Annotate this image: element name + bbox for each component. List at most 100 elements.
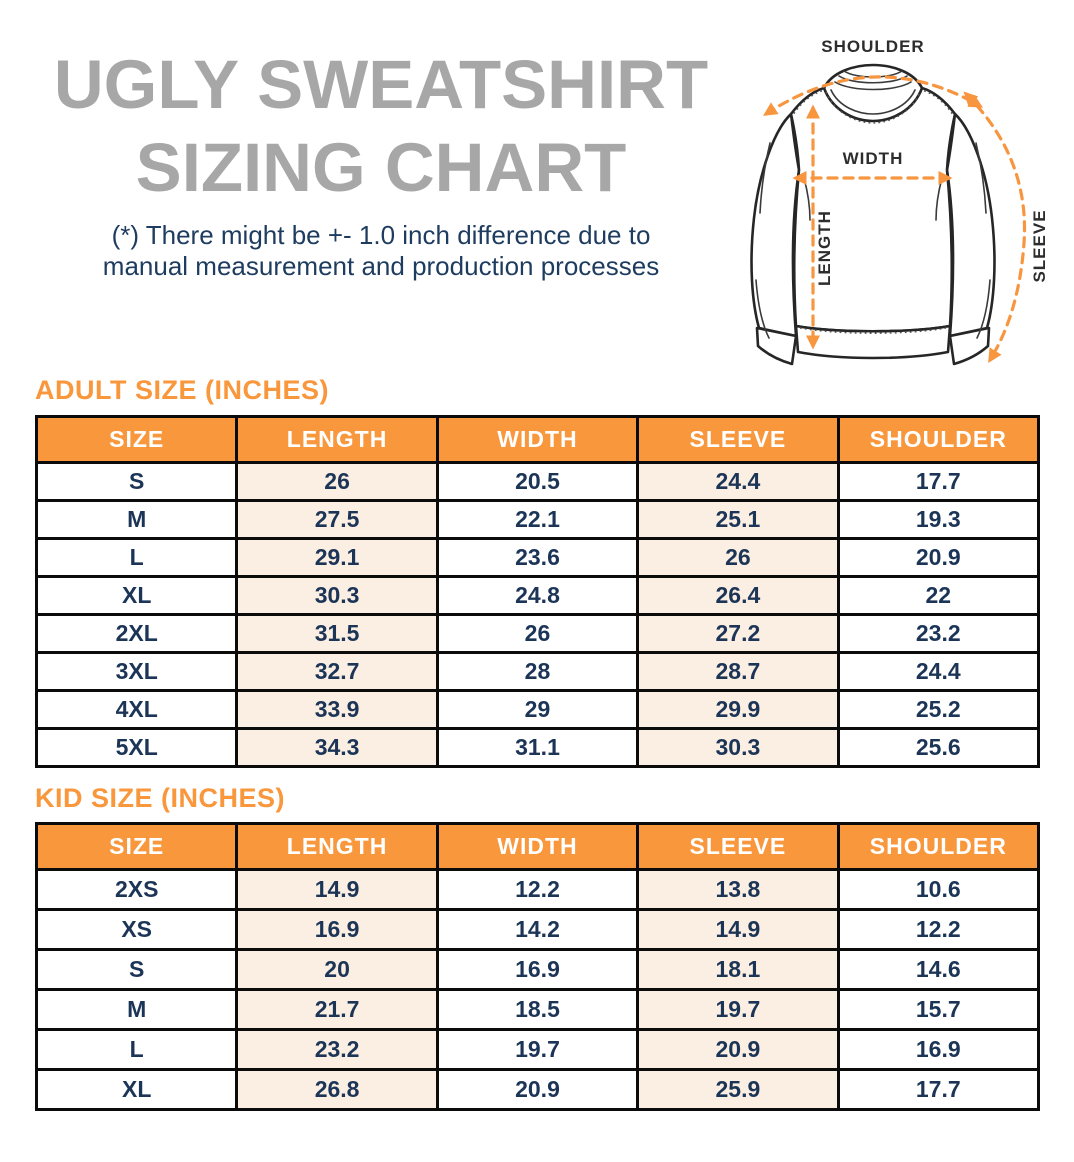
value-cell: 23.2 xyxy=(836,612,1041,654)
sleeve-arrow xyxy=(963,91,1027,363)
value-cell: 31.5 xyxy=(235,612,439,654)
page-title: UGLY SWEATSHIRT SIZING CHART xyxy=(0,44,762,210)
table-row: L 23.2 19.7 20.9 16.9 xyxy=(34,1028,1041,1072)
value-cell: 28 xyxy=(435,650,640,692)
value-cell: 17.7 xyxy=(836,1068,1041,1112)
value-cell: 12.2 xyxy=(435,868,640,912)
size-cell: S xyxy=(34,460,239,502)
value-cell: 33.9 xyxy=(235,688,439,730)
value-cell: 25.1 xyxy=(636,498,840,540)
value-cell: 13.8 xyxy=(636,868,840,912)
shoulder-label: SHOULDER xyxy=(821,37,924,56)
width-label: WIDTH xyxy=(843,149,904,168)
value-cell: 20.5 xyxy=(435,460,640,502)
value-cell: 19.3 xyxy=(836,498,1041,540)
value-cell: 28.7 xyxy=(636,650,840,692)
size-cell: 2XS xyxy=(34,868,239,912)
value-cell: 19.7 xyxy=(636,988,840,1032)
size-cell: M xyxy=(34,988,239,1032)
value-cell: 23.2 xyxy=(235,1028,439,1072)
value-cell: 26 xyxy=(636,536,840,578)
size-cell: 3XL xyxy=(34,650,239,692)
table-row: M 21.7 18.5 19.7 15.7 xyxy=(34,988,1041,1032)
disclaimer-line1: (*) There might be +- 1.0 inch differenc… xyxy=(111,219,651,250)
value-cell: 23.6 xyxy=(435,536,640,578)
table-row: 3XL 32.7 28 28.7 24.4 xyxy=(34,650,1041,692)
size-cell: L xyxy=(34,536,239,578)
value-cell: 19.7 xyxy=(435,1028,640,1072)
value-cell: 20 xyxy=(235,948,439,992)
table-row: XS 16.9 14.2 14.9 12.2 xyxy=(34,908,1041,952)
value-cell: 10.6 xyxy=(836,868,1041,912)
table-row: XL 26.8 20.9 25.9 17.7 xyxy=(34,1068,1041,1112)
adult-size-heading: ADULT SIZE (INCHES) xyxy=(35,375,329,405)
size-cell: 4XL xyxy=(34,688,239,730)
value-cell: 29 xyxy=(435,688,640,730)
value-cell: 30.3 xyxy=(235,574,439,616)
column-header-shoulder: SHOULDER xyxy=(836,414,1041,464)
sweatshirt-diagram: SHOULDER WIDTH LENGTH SLEEVE xyxy=(736,8,1072,380)
value-cell: 12.2 xyxy=(836,908,1041,952)
column-header-size: SIZE xyxy=(34,414,239,464)
value-cell: 26 xyxy=(435,612,640,654)
value-cell: 26.4 xyxy=(636,574,840,616)
table-row: XL 30.3 24.8 26.4 22 xyxy=(34,574,1041,616)
value-cell: 24.8 xyxy=(435,574,640,616)
table-row: 2XS 14.9 12.2 13.8 10.6 xyxy=(34,868,1041,912)
value-cell: 16.9 xyxy=(235,908,439,952)
column-header-width: WIDTH xyxy=(435,822,640,872)
table-header-row: SIZE LENGTH WIDTH SLEEVE SHOULDER xyxy=(34,822,1041,872)
value-cell: 14.9 xyxy=(235,868,439,912)
value-cell: 16.9 xyxy=(435,948,640,992)
value-cell: 20.9 xyxy=(435,1068,640,1112)
size-cell: 5XL xyxy=(34,726,239,768)
value-cell: 34.3 xyxy=(235,726,439,768)
shoulder-arrow xyxy=(763,75,984,116)
tables-section: ADULT SIZE (INCHES) SIZE LENGTH WIDTH SL… xyxy=(34,375,1041,1127)
table-row: M 27.5 22.1 25.1 19.3 xyxy=(34,498,1041,540)
value-cell: 25.6 xyxy=(836,726,1041,768)
table-row: 4XL 33.9 29 29.9 25.2 xyxy=(34,688,1041,730)
table-row: 5XL 34.3 31.1 30.3 25.6 xyxy=(34,726,1041,768)
column-header-length: LENGTH xyxy=(235,822,439,872)
table-header-row: SIZE LENGTH WIDTH SLEEVE SHOULDER xyxy=(34,414,1041,464)
sleeve-right-shape xyxy=(945,112,996,366)
value-cell: 31.1 xyxy=(435,726,640,768)
value-cell: 18.5 xyxy=(435,988,640,1032)
value-cell: 25.2 xyxy=(836,688,1041,730)
value-cell: 14.6 xyxy=(836,948,1041,992)
value-cell: 17.7 xyxy=(836,460,1041,502)
value-cell: 26 xyxy=(235,460,439,502)
kid-size-table: SIZE LENGTH WIDTH SLEEVE SHOULDER 2XS 14… xyxy=(34,822,1041,1112)
value-cell: 27.5 xyxy=(235,498,439,540)
value-cell: 15.7 xyxy=(836,988,1041,1032)
column-header-length: LENGTH xyxy=(235,414,439,464)
value-cell: 22 xyxy=(836,574,1041,616)
value-cell: 24.4 xyxy=(836,650,1041,692)
value-cell: 24.4 xyxy=(636,460,840,502)
column-header-sleeve: SLEEVE xyxy=(636,822,840,872)
value-cell: 29.9 xyxy=(636,688,840,730)
value-cell: 27.2 xyxy=(636,612,840,654)
size-cell: XS xyxy=(34,908,239,952)
column-header-sleeve: SLEEVE xyxy=(636,414,840,464)
column-header-size: SIZE xyxy=(34,822,239,872)
sleeve-label: SLEEVE xyxy=(1030,209,1049,282)
disclaimer-line2: manual measurement and production proces… xyxy=(102,251,660,282)
hem-band xyxy=(794,324,952,360)
column-header-shoulder: SHOULDER xyxy=(836,822,1041,872)
size-cell: M xyxy=(34,498,239,540)
title-block: UGLY SWEATSHIRT SIZING CHART (*) There m… xyxy=(0,44,762,283)
value-cell: 29.1 xyxy=(235,536,439,578)
adult-size-table: SIZE LENGTH WIDTH SLEEVE SHOULDER S 26 2… xyxy=(34,414,1041,768)
value-cell: 25.9 xyxy=(636,1068,840,1112)
value-cell: 20.9 xyxy=(836,536,1041,578)
sleeve-left-shape xyxy=(750,112,801,366)
kid-size-heading: KID SIZE (INCHES) xyxy=(35,782,286,813)
value-cell: 32.7 xyxy=(235,650,439,692)
disclaimer-text: (*) There might be +- 1.0 inch differenc… xyxy=(0,220,762,283)
table-row: L 29.1 23.6 26 20.9 xyxy=(34,536,1041,578)
value-cell: 30.3 xyxy=(636,726,840,768)
value-cell: 21.7 xyxy=(235,988,439,1032)
